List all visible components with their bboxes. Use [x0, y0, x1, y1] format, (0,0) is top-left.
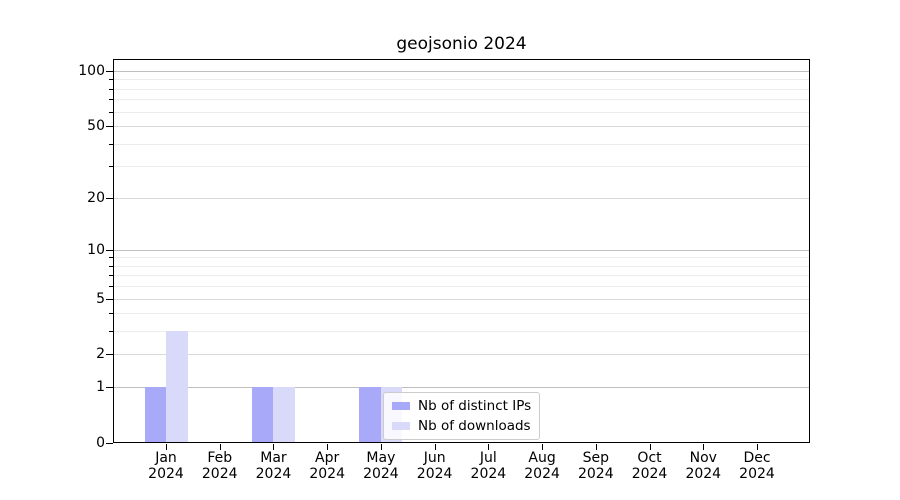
bar-downloads [273, 387, 295, 443]
y-tick-label: 1 [96, 379, 105, 396]
y-tick-label: 10 [87, 241, 105, 258]
y-gridline [113, 387, 810, 389]
x-tick-label: Aug 2024 [524, 450, 560, 482]
y-axis-tick [106, 71, 113, 72]
bar-downloads [166, 331, 188, 443]
y-gridline-minor [113, 331, 810, 333]
y-axis-minor-tick [109, 143, 113, 145]
y-gridline [113, 71, 810, 72]
x-axis-tick [273, 444, 275, 450]
y-gridline-minor [113, 286, 810, 288]
y-tick-label: 0 [96, 435, 105, 451]
y-axis-minor-tick [109, 166, 113, 168]
y-gridline-minor [113, 275, 810, 277]
bar-distinct-ips [251, 387, 274, 443]
legend-swatch-distinct-ips-icon [392, 402, 410, 410]
x-tick-label: Apr 2024 [309, 450, 345, 482]
y-gridline [113, 126, 810, 128]
y-axis-minor-tick [109, 99, 113, 101]
x-axis-tick [488, 444, 490, 450]
y-axis-minor-tick [109, 257, 113, 259]
x-axis-tick [757, 444, 758, 450]
grid-layer [113, 59, 810, 443]
x-axis-tick [649, 444, 651, 450]
x-axis-tick [542, 444, 544, 450]
x-axis-tick [595, 444, 597, 450]
y-axis-tick [106, 443, 113, 444]
y-tick-label: 5 [96, 290, 105, 307]
legend-label-downloads: Nb of downloads [418, 418, 531, 434]
y-axis-minor-tick [109, 275, 113, 277]
y-gridline-minor [113, 143, 810, 145]
y-gridline-minor [113, 88, 810, 90]
x-tick-label: May 2024 [363, 450, 399, 482]
legend-swatch-downloads-icon [392, 422, 410, 430]
x-axis-tick [703, 444, 705, 450]
x-tick-label: Sep 2024 [577, 450, 614, 482]
x-axis-tick [434, 444, 436, 450]
y-gridline-minor [113, 166, 810, 168]
y-axis-tick [106, 197, 113, 199]
legend: Nb of distinct IPs Nb of downloads [383, 392, 541, 440]
y-gridline-minor [113, 111, 810, 113]
y-gridline [113, 249, 810, 251]
y-tick-label: 100 [78, 63, 105, 79]
x-axis-tick [327, 444, 329, 450]
y-axis-tick [106, 126, 113, 128]
x-tick-label: Oct 2024 [631, 450, 668, 482]
legend-item-downloads: Nb of downloads [392, 418, 531, 434]
chart-title: geojsonio 2024 [396, 34, 527, 54]
y-axis-minor-tick [109, 265, 113, 267]
y-gridline-minor [113, 257, 810, 259]
bar-distinct-ips [359, 387, 381, 443]
x-tick-label: Jun 2024 [416, 450, 453, 482]
y-axis-tick [106, 387, 113, 389]
legend-label-distinct-ips: Nb of distinct IPs [418, 398, 532, 414]
y-axis-minor-tick [109, 88, 113, 90]
y-gridline [113, 298, 810, 300]
y-gridline [113, 197, 810, 199]
y-tick-label: 20 [87, 189, 105, 206]
y-tick-label: 2 [96, 346, 105, 363]
y-axis-tick [106, 298, 113, 300]
y-axis-minor-tick [109, 331, 113, 333]
x-axis-tick [166, 444, 167, 450]
x-tick-label: Jan 2024 [148, 450, 184, 482]
y-axis-minor-tick [109, 286, 113, 288]
x-tick-label: Jul 2024 [470, 450, 507, 482]
y-gridline-minor [113, 79, 810, 81]
plot-area: Nb of distinct IPs Nb of downloads [113, 59, 810, 443]
x-tick-label: Feb 2024 [201, 450, 238, 482]
x-tick-label: Mar 2024 [255, 450, 292, 482]
y-tick-label: 50 [87, 118, 105, 135]
y-gridline-minor [113, 99, 810, 101]
y-axis-minor-tick [109, 111, 113, 113]
x-axis-tick [380, 444, 382, 450]
y-axis-minor-tick [109, 79, 113, 81]
y-gridline [113, 354, 810, 356]
x-axis-tick [219, 444, 221, 450]
y-axis-tick [106, 354, 113, 356]
legend-item-distinct-ips: Nb of distinct IPs [392, 398, 531, 414]
bar-distinct-ips [144, 387, 166, 443]
y-gridline-minor [113, 265, 810, 267]
x-tick-label: Dec 2024 [739, 450, 775, 482]
x-tick-label: Nov 2024 [685, 450, 722, 482]
y-axis-tick [106, 249, 113, 251]
y-gridline-minor [113, 313, 810, 315]
bars-layer [113, 59, 810, 443]
y-axis-minor-tick [109, 313, 113, 315]
